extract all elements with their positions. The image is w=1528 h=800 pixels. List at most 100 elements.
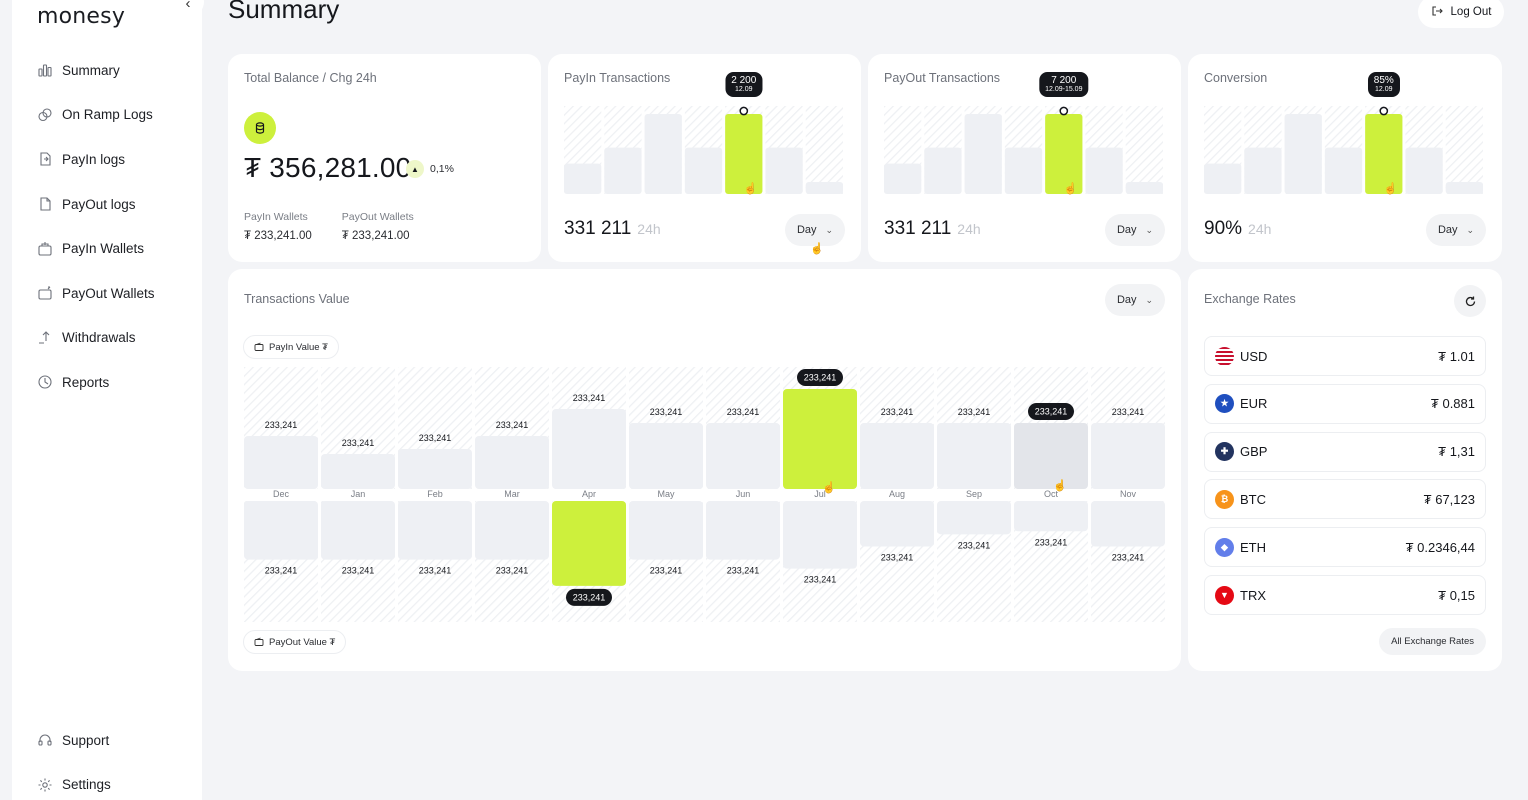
payout-bar[interactable]: [552, 501, 626, 586]
payin-bar[interactable]: [1091, 423, 1165, 489]
payin-bar[interactable]: [321, 454, 395, 489]
collapse-sidebar-button[interactable]: ‹: [172, 0, 204, 16]
bar[interactable]: [1125, 182, 1163, 194]
value-badge: [1028, 403, 1074, 420]
bar[interactable]: [1284, 114, 1322, 194]
payout-bar[interactable]: [783, 501, 857, 569]
bar[interactable]: [604, 147, 642, 194]
bar[interactable]: [1004, 147, 1043, 194]
payin-bar[interactable]: [1014, 423, 1088, 489]
logout-button[interactable]: Log Out: [1418, 0, 1504, 28]
payout-data-label: 233,241: [342, 566, 375, 576]
bar[interactable]: [1445, 182, 1483, 194]
sidebar-item-support[interactable]: Support: [12, 718, 202, 763]
chart-tooltip: 2 200 12.09: [725, 72, 763, 97]
bar[interactable]: [1405, 147, 1443, 194]
payin-bar[interactable]: [783, 389, 857, 489]
bar[interactable]: [924, 147, 962, 194]
bar-highlight[interactable]: [725, 114, 763, 194]
value-badge: [566, 588, 612, 606]
currency-code: BTC: [1240, 491, 1266, 507]
card-title: PayOut Transactions: [884, 71, 1001, 85]
sidebar-item-payout-wallets[interactable]: PayOut Wallets: [12, 271, 202, 316]
all-exchange-rates-button[interactable]: All Exchange Rates: [1379, 628, 1486, 655]
rate-row-trx[interactable]: ▼ TRX ₮ 0,15: [1204, 575, 1486, 615]
payin-bar[interactable]: [860, 423, 934, 489]
rate-row-btc[interactable]: ₿ BTC ₮ 67,123: [1204, 479, 1486, 520]
sidebar: monesy ‹ Summary On Ramp Logs PayIn logs Pa…: [12, 0, 204, 800]
payin-bar[interactable]: [398, 449, 472, 489]
payout-transactions-card: PayOut Transactions 331 211 24h Day ⌄ 7 20…: [868, 54, 1181, 262]
payout-bar[interactable]: [244, 501, 318, 560]
btc-flag-icon: ₿: [1215, 489, 1234, 509]
bar[interactable]: [805, 182, 843, 194]
month-label: Aug: [889, 489, 905, 499]
sidebar-item-on-ramp-logs[interactable]: On Ramp Logs: [12, 93, 202, 138]
payout-bar[interactable]: [475, 501, 549, 560]
payin-bar[interactable]: [706, 423, 780, 489]
bar[interactable]: [644, 114, 682, 194]
transactions-range-select[interactable]: Day ⌄: [1105, 284, 1165, 316]
payout-bar[interactable]: [937, 501, 1011, 535]
sidebar-item-reports[interactable]: Reports: [12, 360, 202, 405]
payout-bar[interactable]: [398, 501, 472, 560]
rate-row-gbp[interactable]: ✚ GBP ₮ 1,31: [1204, 431, 1486, 472]
app-logo: monesy: [37, 4, 126, 29]
payin-mini-chart: [564, 106, 843, 194]
sidebar-item-withdrawals[interactable]: Withdrawals: [12, 316, 202, 361]
payout-bar[interactable]: [321, 501, 395, 560]
sidebar-item-payin-wallets[interactable]: PayIn Wallets: [12, 226, 202, 271]
bar[interactable]: [1244, 147, 1282, 194]
payin-data-label: 233,241: [1112, 407, 1145, 417]
payout-data-label: 233,241: [1112, 552, 1145, 562]
bar[interactable]: [964, 114, 1002, 194]
total-balance-card: Total Balance / Chg 24h ₮ 356,281.00 ▲ 0…: [228, 54, 541, 262]
sidebar-item-payin-logs[interactable]: PayIn logs: [12, 137, 202, 182]
bar[interactable]: [684, 147, 723, 194]
bar[interactable]: [884, 163, 922, 194]
sidebar-item-summary[interactable]: Summary: [12, 48, 202, 93]
rate-row-eth[interactable]: ◆ ETH ₮ 0.2346,44: [1204, 527, 1486, 568]
sidebar-item-settings[interactable]: Settings: [12, 763, 202, 800]
payin-bar[interactable]: [629, 423, 703, 489]
bar[interactable]: [765, 147, 803, 194]
trx-flag-icon: ▼: [1215, 585, 1234, 605]
bar-chart-icon: [36, 61, 54, 79]
payin-bar[interactable]: [475, 436, 549, 489]
month-label: Nov: [1120, 489, 1137, 499]
payin-range-select[interactable]: Day ⌄: [785, 214, 845, 246]
payout-bar[interactable]: [706, 501, 780, 560]
bar-highlight[interactable]: [1365, 114, 1403, 194]
rate-row-usd[interactable]: USD ₮ 1.01: [1204, 336, 1486, 376]
payout-data-label: 233,241: [881, 552, 914, 562]
payout-bar[interactable]: [1091, 501, 1165, 547]
payout-total-value: 331 211: [884, 218, 952, 239]
currency-code: EUR: [1240, 396, 1268, 412]
payin-data-label: 233,241: [804, 373, 837, 383]
sidebar-nav: Summary On Ramp Logs PayIn logs PayOut logs…: [12, 48, 202, 405]
payin-data-label: 233,241: [496, 420, 529, 430]
payout-bar[interactable]: [1014, 501, 1088, 532]
transactions-value-card: Transactions Value Day ⌄ PayIn Value ₮ 23…: [228, 269, 1181, 671]
payin-total: 331 211 24h: [564, 218, 661, 240]
bar[interactable]: [1085, 147, 1123, 194]
payout-bar[interactable]: [629, 501, 703, 560]
bar[interactable]: [1204, 163, 1242, 194]
payin-bar[interactable]: [937, 423, 1011, 489]
payout-bar[interactable]: [860, 501, 934, 547]
rate-row-eur[interactable]: ★ EUR ₮ 0.881: [1204, 383, 1486, 424]
refresh-button[interactable]: [1454, 285, 1486, 317]
sidebar-item-payout-logs[interactable]: PayOut logs: [12, 182, 202, 227]
bar[interactable]: [564, 163, 602, 194]
payout-range-select[interactable]: Day ⌄: [1105, 214, 1165, 246]
payin-bar[interactable]: [244, 436, 318, 489]
bar-highlight[interactable]: [1045, 114, 1083, 194]
document-in-icon: [36, 150, 54, 168]
eth-flag-icon: ◆: [1215, 537, 1234, 557]
bar[interactable]: [1324, 147, 1363, 194]
range-label: Day: [1116, 224, 1137, 236]
payin-bar[interactable]: [552, 409, 626, 489]
conversion-range-select[interactable]: Day ⌄: [1426, 214, 1486, 246]
payout-data-label: 233,241: [958, 540, 991, 550]
payout-mini-chart: [884, 106, 1163, 194]
